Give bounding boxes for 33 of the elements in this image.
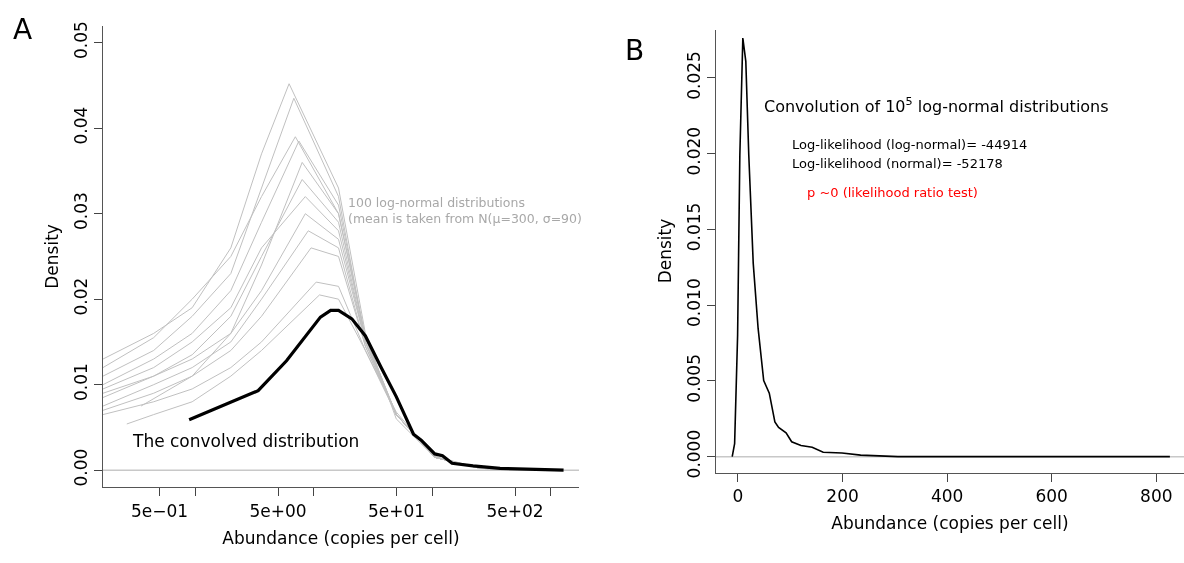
- y-tick-label: 0.010: [684, 278, 705, 327]
- x-tick-label: 200: [826, 485, 859, 506]
- x-axis-title: Abundance (copies per cell): [222, 528, 460, 549]
- y-tick-label: 0.05: [71, 21, 92, 60]
- x-tick-label: 5e−01: [130, 500, 189, 521]
- y-tick-label: 0.020: [684, 126, 705, 176]
- y-tick-label: 0.005: [684, 354, 705, 403]
- x-tick-label: 5e+00: [249, 500, 307, 521]
- x-tick-label: 600: [1035, 485, 1068, 506]
- y-tick-label: 0.015: [684, 202, 705, 252]
- annotation: Convolution of 10$^{5}$ log-normal distributions: [764, 95, 1109, 116]
- annotation: Log-likelihood (log-normal)= -44914: [792, 137, 1028, 152]
- y-tick-label: 0.02: [71, 277, 92, 316]
- y-tick-label: 0.000: [684, 429, 705, 479]
- chart-title: B: [625, 34, 645, 67]
- y-tick-label: 0.025: [684, 51, 705, 100]
- annotation: The convolved distribution: [132, 431, 360, 451]
- y-tick-label: 0.04: [71, 106, 92, 145]
- chart-title: A: [13, 13, 33, 46]
- annotation: 100 log-normal distributions (mean is taken from N(μ=300, σ=90): [348, 195, 582, 227]
- annotation: Log-likelihood (normal)= -52178: [792, 156, 1003, 171]
- y-tick-label: 0.03: [71, 192, 92, 231]
- y-tick-label: 0.01: [71, 363, 92, 402]
- x-tick-label: 0: [732, 485, 744, 506]
- x-tick-label: 800: [1140, 485, 1173, 506]
- x-axis-title: Abundance (copies per cell): [831, 513, 1069, 534]
- x-tick-label: 5e+01: [367, 500, 426, 521]
- annotation: p ~0 (likelihood ratio test): [807, 185, 978, 200]
- x-tick-label: 5e+02: [486, 500, 544, 521]
- x-tick-label: 400: [930, 485, 964, 506]
- y-axis-title: Density: [41, 224, 62, 289]
- y-axis-title: Density: [654, 218, 675, 284]
- y-tick-label: 0.00: [71, 448, 92, 487]
